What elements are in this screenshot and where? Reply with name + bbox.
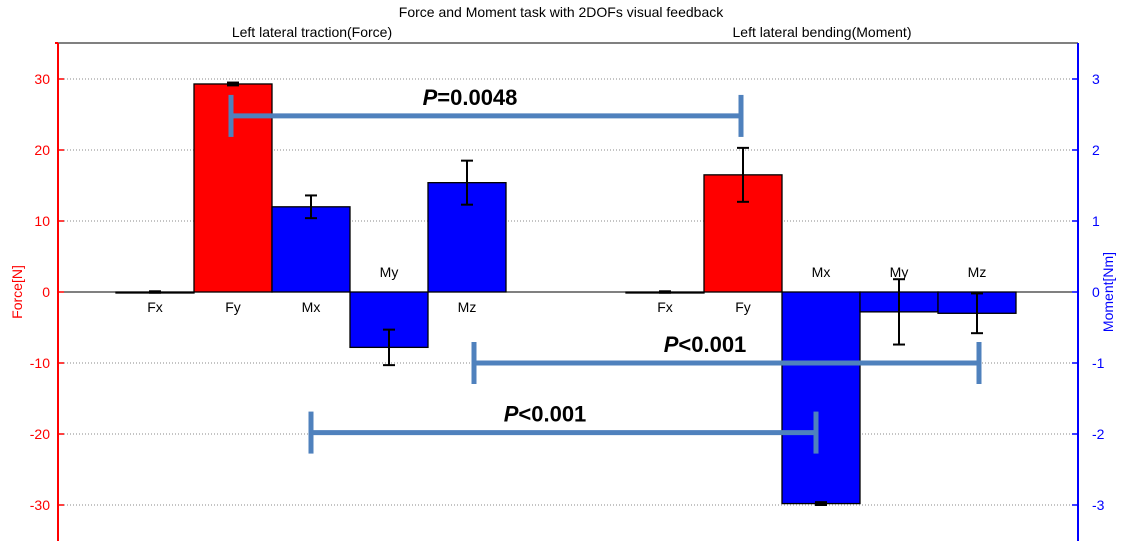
- y-axis-right-tick-label: 3: [1092, 71, 1100, 87]
- y-axis-left-tick-label: 30: [34, 71, 50, 87]
- error-bar: [971, 292, 983, 335]
- y-axis-right-tick-label: 2: [1092, 142, 1100, 158]
- bar-label: Fy: [735, 299, 751, 315]
- p-value-italic: P: [423, 85, 438, 110]
- y-axis-left-tick-label: -10: [30, 355, 50, 371]
- p-value-rest: <0.001: [678, 332, 746, 357]
- bar-label: My: [890, 264, 909, 280]
- y-axis-left-tick-label: 20: [34, 142, 50, 158]
- y-axis-left-label: Force[N]: [9, 265, 25, 319]
- bar-label: Mz: [458, 299, 477, 315]
- significance-bracket: P=0.0048: [228, 85, 744, 137]
- y-axis-right-tick-label: 0: [1092, 284, 1100, 300]
- p-value-rest: =0.0048: [437, 85, 517, 110]
- group-subtitle-force: Left lateral traction(Force): [232, 24, 392, 40]
- p-value-italic: P: [664, 332, 679, 357]
- bar-label: Mz: [968, 264, 987, 280]
- error-bar: [227, 81, 239, 87]
- error-bar: [149, 290, 161, 294]
- y-axis-right-label: Moment[Nm]: [1100, 252, 1116, 332]
- p-value-label: P=0.0048: [423, 85, 518, 110]
- error-bars: [149, 81, 983, 506]
- bar-label: Fx: [147, 299, 163, 315]
- y-axis-right-tick-label: -2: [1092, 426, 1105, 442]
- y-axis-left-tick-label: -30: [30, 497, 50, 513]
- y-axis-left-tick-label: 0: [42, 284, 50, 300]
- p-value-italic: P: [504, 402, 519, 427]
- significance-bracket: P<0.001: [308, 402, 819, 454]
- bar-force-task-mx: [271, 206, 351, 293]
- p-value-rest: <0.001: [518, 402, 586, 427]
- y-axis-right-tick-label: -3: [1092, 497, 1105, 513]
- error-bar: [815, 501, 827, 506]
- y-axis-right-tick-label: 1: [1092, 213, 1100, 229]
- p-value-label: P<0.001: [504, 402, 587, 427]
- bar-label: My: [380, 264, 399, 280]
- group-subtitle-moment: Left lateral bending(Moment): [733, 24, 912, 40]
- bar-label: Mx: [812, 264, 831, 280]
- error-bar: [461, 159, 473, 206]
- bar-moment-task-mx: [781, 291, 861, 505]
- error-bar: [305, 194, 317, 220]
- y-axis-left-tick-label: -20: [30, 426, 50, 442]
- error-bar: [893, 278, 905, 346]
- bar-label: Fx: [657, 299, 673, 315]
- error-bar: [659, 290, 671, 294]
- bars: Fx Fy Mx My Mz Fx Fy Mx My Mz: [115, 83, 1017, 505]
- y-axis-left-tick-label: 10: [34, 213, 50, 229]
- y-axis-right-tick-label: -1: [1092, 355, 1105, 371]
- error-bar: [737, 146, 749, 203]
- error-bar: [383, 328, 395, 367]
- p-value-label: P<0.001: [664, 332, 747, 357]
- chart-title: Force and Moment task with 2DOFs visual …: [399, 4, 724, 20]
- bar-label: Mx: [302, 299, 321, 315]
- significance-bracket: P<0.001: [471, 332, 982, 384]
- bar-label: Fy: [225, 299, 241, 315]
